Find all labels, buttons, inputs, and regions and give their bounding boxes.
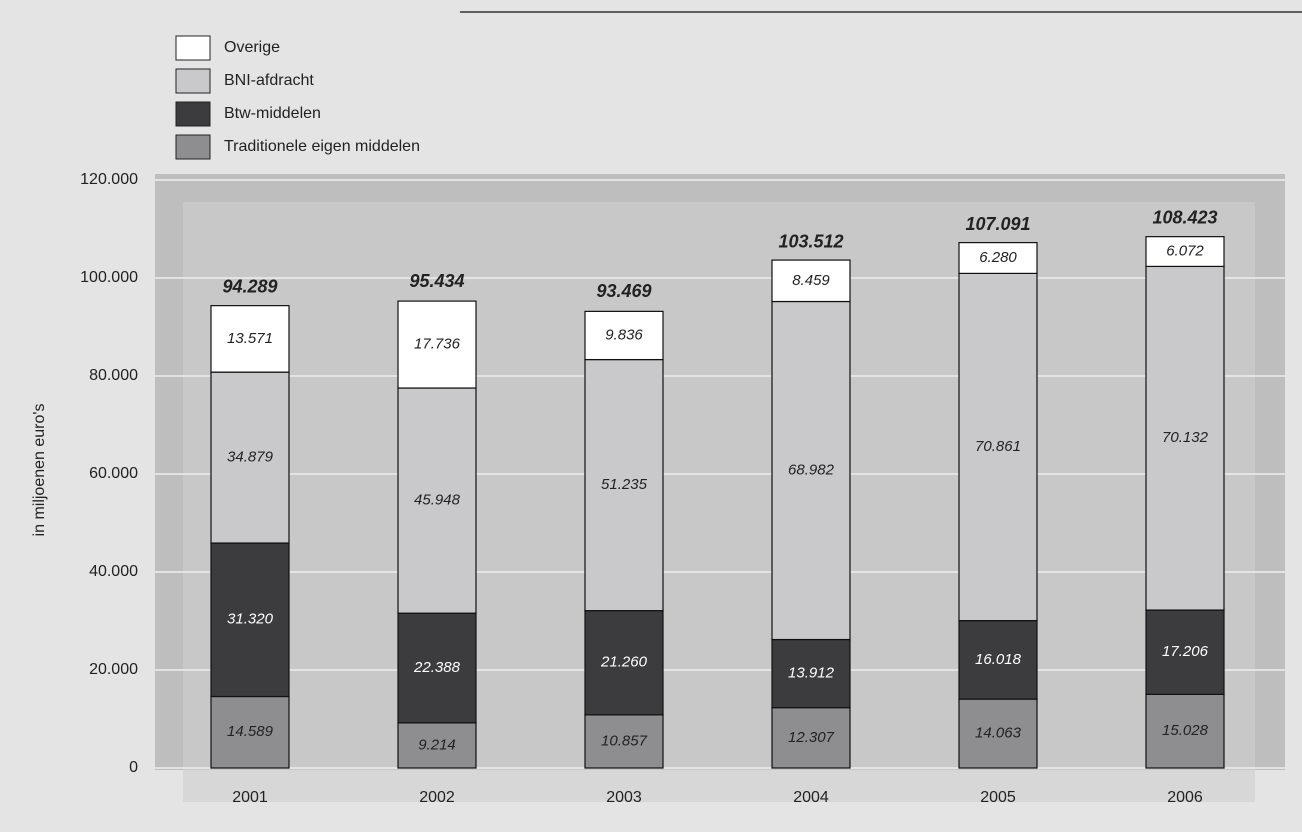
bar-segment [397,612,477,724]
y-tick-label: 80.000 [89,367,138,384]
total-label: 107.091 [965,214,1030,234]
value-label: 14.063 [975,725,1022,742]
y-axis-label: in miljoenen euro's [31,404,48,537]
x-tick-label: 2006 [1167,789,1203,806]
value-label: 9.214 [418,736,456,753]
legend-swatch [175,134,211,160]
plot-inner [183,202,1255,802]
value-label: 6.280 [979,249,1017,266]
legend-label: Overige [224,39,280,56]
value-label: 70.132 [1162,429,1209,446]
bar-segment [958,620,1038,700]
bar-segment [397,387,477,614]
legend-swatch [175,35,211,61]
value-label: 12.307 [788,729,835,746]
value-label: 34.879 [227,449,274,466]
x-tick-label: 2004 [793,789,829,806]
value-label: 70.861 [975,438,1021,455]
value-label: 13.571 [227,330,273,347]
value-label: 51.235 [601,476,648,493]
total-label: 103.512 [778,232,843,252]
legend-label: Btw-middelen [224,105,321,122]
y-tick-label: 0 [129,759,138,776]
bar-segment [771,300,851,641]
bar-segment [958,698,1038,769]
value-label: 31.320 [227,611,274,628]
value-label: 13.912 [788,665,835,682]
value-label: 10.857 [601,732,648,749]
value-label: 22.388 [413,659,461,676]
bar-segment [771,707,851,769]
value-label: 17.206 [1162,643,1209,660]
value-label: 6.072 [1166,242,1204,259]
bar-segment [584,610,664,716]
total-label: 95.434 [409,271,464,291]
bar-segment [584,358,664,612]
x-tick-label: 2002 [419,789,455,806]
value-label: 68.982 [788,461,835,478]
x-tick-label: 2003 [606,789,642,806]
x-tick-label: 2005 [980,789,1016,806]
value-label: 8.459 [792,272,830,289]
legend-label: BNI-afdracht [224,72,314,89]
total-label: 108.423 [1152,207,1217,227]
value-label: 15.028 [1162,722,1209,739]
y-tick-label: 60.000 [89,465,138,482]
bar-segment [958,272,1038,622]
value-label: 21.260 [600,654,648,671]
legend-swatch [175,101,211,127]
y-tick-label: 20.000 [89,661,138,678]
legend-label: Traditionele eigen middelen [224,138,420,155]
value-label: 14.589 [227,723,274,740]
y-tick-label: 100.000 [80,269,138,286]
bar-segment [958,242,1038,274]
value-label: 16.018 [975,651,1022,668]
bar-segment [210,371,290,544]
y-tick-label: 40.000 [89,563,138,580]
bar-segment [584,310,664,361]
bar-segment [771,259,851,303]
y-tick-label: 120.000 [80,171,138,188]
bar-segment [1145,236,1225,268]
value-label: 9.836 [605,326,643,343]
bar-segment [771,638,851,709]
legend-swatch [175,68,211,94]
bar-segment [210,542,290,698]
total-label: 94.289 [222,277,277,297]
bar-segment [584,714,664,769]
bar-segment [397,300,477,389]
bar-segment [397,722,477,769]
bar-segment [1145,265,1225,611]
total-label: 93.469 [596,281,651,301]
x-tick-label: 2001 [232,789,268,806]
bar-segment [210,695,290,769]
value-label: 17.736 [414,336,461,353]
value-label: 45.948 [414,492,461,509]
bar-segment [210,305,290,373]
